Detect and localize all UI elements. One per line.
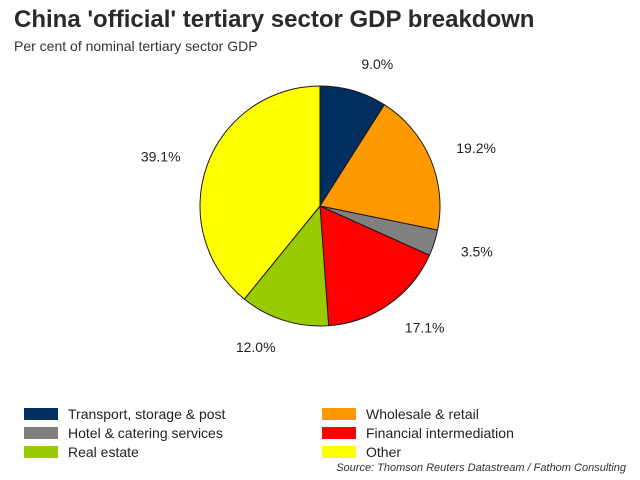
legend-swatch — [322, 427, 356, 439]
pie-slice-financial-intermediation — [319, 205, 431, 327]
slice-label-real-estate: 12.0% — [236, 339, 276, 355]
slice-label-hotel-catering-services: 3.5% — [461, 244, 493, 260]
chart-title: China 'official' tertiary sector GDP bre… — [14, 6, 535, 33]
legend-item-other: Other — [322, 444, 401, 460]
slice-label-financial-intermediation: 17.1% — [405, 319, 445, 335]
legend-swatch — [24, 408, 58, 420]
pie-slice-real-estate — [243, 204, 330, 327]
legend-item-hotel-catering-services: Hotel & catering services — [24, 425, 223, 441]
legend-item-transport-storage-post: Transport, storage & post — [24, 406, 225, 422]
legend-swatch — [322, 446, 356, 458]
legend-item-real-estate: Real estate — [24, 444, 139, 460]
pie-chart: 9.0% 19.2% 3.5% 17.1% 12.0% 39.1% — [141, 56, 496, 355]
pie-slice-wholesale-retail — [319, 104, 441, 231]
slice-label-wholesale-retail: 19.2% — [456, 140, 496, 156]
slice-label-transport-storage-post: 9.0% — [361, 56, 393, 72]
legend-item-wholesale-retail: Wholesale & retail — [322, 406, 479, 422]
slice-label-other: 39.1% — [141, 148, 181, 164]
legend-label: Transport, storage & post — [68, 406, 226, 422]
legend-label: Wholesale & retail — [366, 406, 479, 422]
legend-swatch — [24, 446, 58, 458]
legend-label: Real estate — [68, 444, 139, 460]
legend-swatch — [24, 427, 58, 439]
legend-label: Financial intermediation — [366, 425, 514, 441]
legend-swatch — [322, 408, 356, 420]
source-note: Source: Thomson Reuters Datastream / Fat… — [336, 462, 626, 474]
legend-label: Hotel & catering services — [68, 425, 223, 441]
chart-subtitle: Per cent of nominal tertiary sector GDP — [14, 38, 258, 54]
legend-item-financial-intermediation: Financial intermediation — [322, 425, 514, 441]
legend-label: Other — [366, 444, 402, 460]
pie-slice-other — [199, 85, 321, 300]
